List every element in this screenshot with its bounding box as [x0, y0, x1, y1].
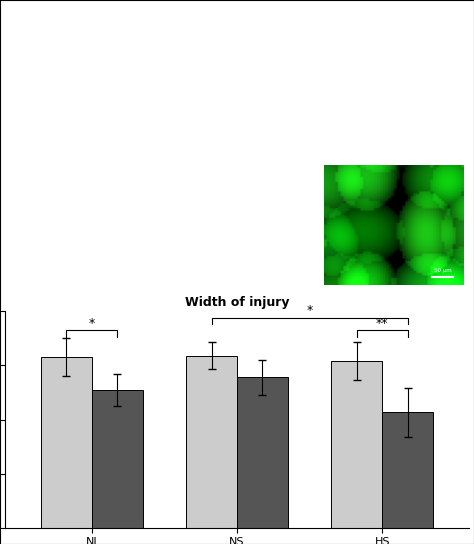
Bar: [237, 378, 288, 528]
Bar: [37, 163, 465, 167]
Bar: [382, 412, 433, 528]
Text: *: *: [307, 304, 313, 317]
Text: W8: W8: [3, 219, 23, 232]
Text: NS: NS: [242, 23, 260, 36]
Bar: [177, 44, 182, 286]
Title: Width of injury: Width of injury: [185, 296, 289, 309]
Text: D0: D0: [4, 98, 22, 111]
Text: A: A: [9, 19, 22, 37]
Text: 50 µm: 50 µm: [434, 268, 452, 273]
Text: **: **: [376, 317, 388, 330]
Bar: [92, 390, 143, 528]
Bar: [319, 44, 325, 286]
Bar: [41, 357, 92, 528]
Text: NI: NI: [102, 23, 115, 36]
Text: *: *: [89, 317, 95, 330]
Bar: [331, 361, 382, 528]
Bar: [186, 356, 237, 528]
Text: HS: HS: [385, 23, 402, 36]
